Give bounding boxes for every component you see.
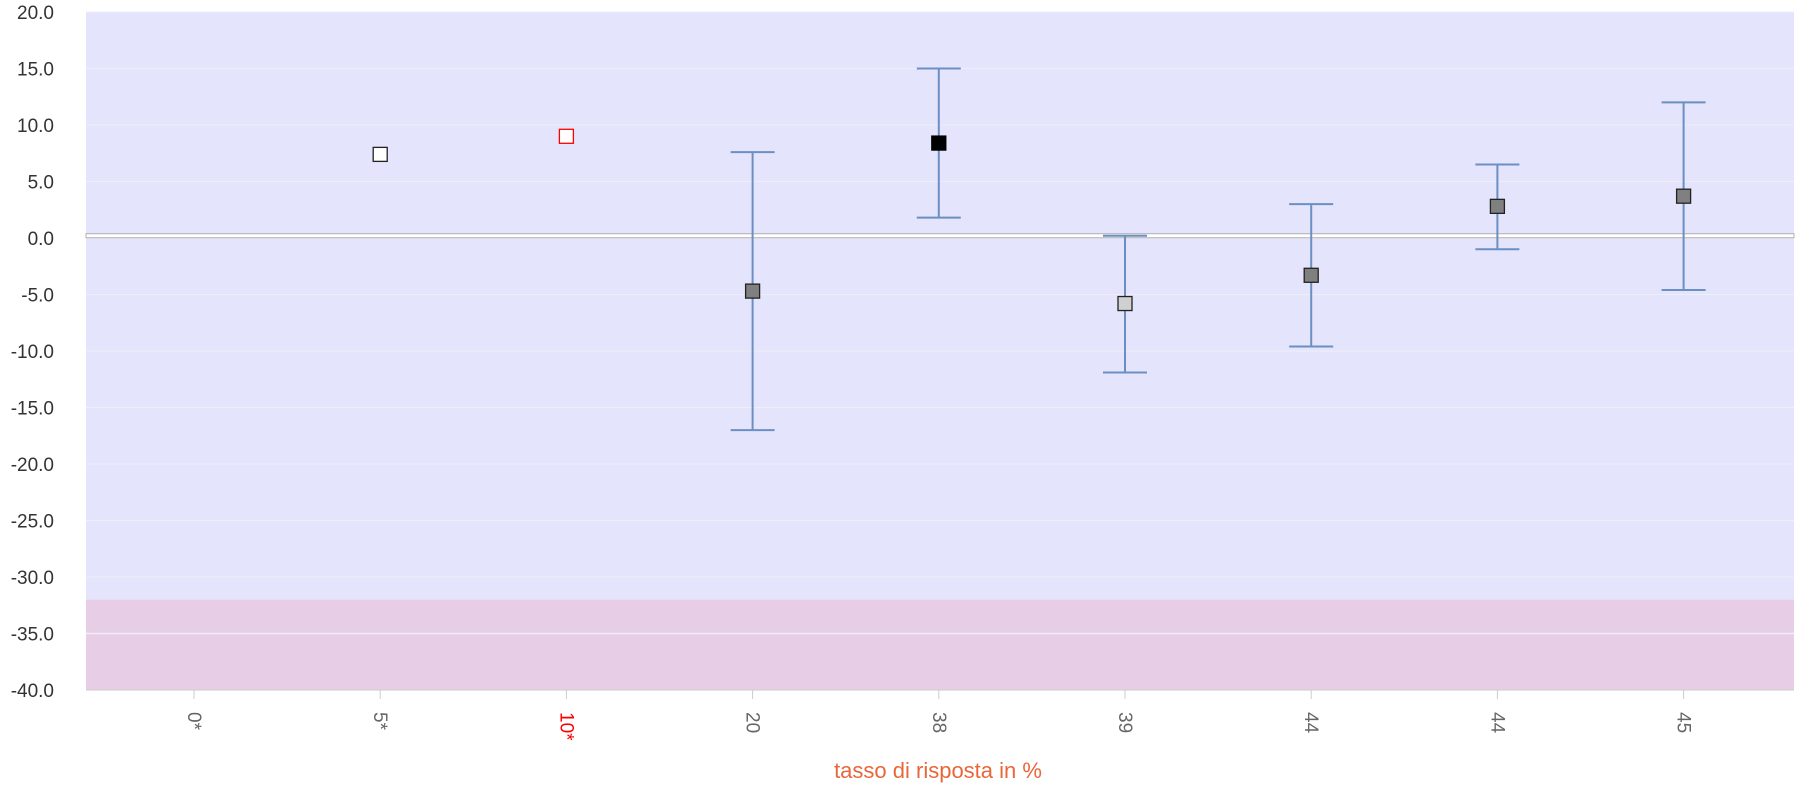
x-tick-label: 39 (1114, 712, 1135, 733)
data-point (1303, 267, 1319, 283)
plot-bands (86, 12, 1794, 690)
y-tick-label: -30.0 (11, 568, 54, 589)
y-tick-label: 5.0 (28, 173, 54, 194)
y-tick-label: -35.0 (11, 625, 54, 646)
y-tick-label: -5.0 (21, 286, 54, 307)
y-tick-label: -10.0 (11, 342, 54, 363)
x-tick-label: 45 (1673, 712, 1694, 733)
x-tick-label: 44 (1300, 712, 1321, 734)
plot-band-1 (86, 599, 1794, 690)
zero-line (85, 233, 1795, 239)
data-point (744, 283, 761, 299)
x-axis-tick-labels: 0* 5* 10* 20 38 39 44 44 45 (183, 690, 1694, 741)
x-tick-label: 38 (928, 712, 949, 733)
x-tick-label: 44 (1486, 712, 1507, 734)
y-tick-label: 0.0 (28, 229, 54, 250)
data-points (372, 128, 1692, 312)
y-tick-label: -15.0 (11, 399, 54, 420)
data-point (558, 128, 575, 144)
x-tick-label: 5* (369, 712, 390, 731)
reference-line (85, 233, 1795, 239)
y-tick-label: -20.0 (11, 455, 54, 476)
y-tick-label: 10.0 (17, 116, 54, 137)
y-tick-label: -25.0 (11, 512, 54, 533)
plot-band-0 (86, 12, 1794, 600)
y-tick-label: 20.0 (17, 3, 54, 24)
y-tick-label: -40.0 (11, 681, 54, 702)
x-tick-label: 20 (742, 712, 763, 733)
data-point (931, 135, 947, 151)
x-tick-label: 10* (555, 712, 576, 741)
y-axis-tick-labels: 20.0 15.0 10.0 5.0 0.0 -5.0 -10.0 -15.0 -20.0 -25… (11, 3, 54, 702)
x-axis-label: tasso di risposta in % (834, 758, 1042, 783)
y-tick-label: 15.0 (17, 60, 54, 81)
data-point (1117, 295, 1133, 312)
data-point (1675, 188, 1692, 204)
data-point (372, 146, 388, 163)
data-point (1489, 198, 1506, 215)
x-tick-label: 0* (183, 712, 204, 731)
